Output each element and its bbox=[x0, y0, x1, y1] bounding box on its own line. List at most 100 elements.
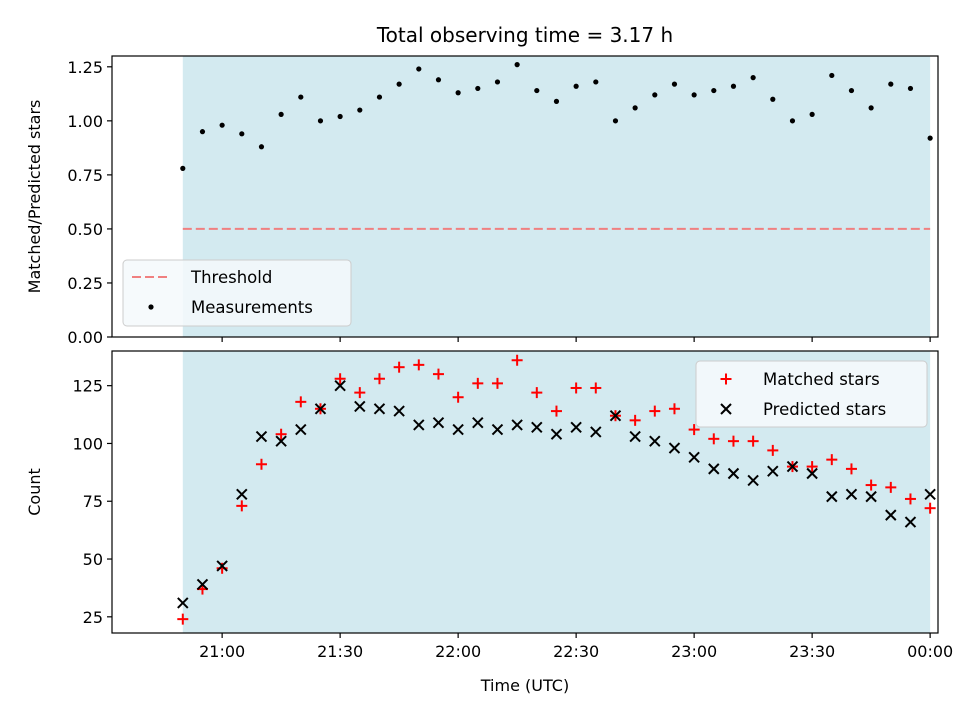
data-point bbox=[180, 165, 186, 171]
x-b bbox=[354, 400, 366, 413]
data-point bbox=[491, 423, 504, 436]
data-point bbox=[472, 416, 484, 429]
data-point bbox=[612, 118, 619, 124]
data-point bbox=[809, 111, 815, 117]
data-point bbox=[236, 500, 248, 512]
data-point bbox=[652, 92, 658, 98]
data-point bbox=[199, 129, 206, 135]
series-predicted-stars bbox=[177, 379, 936, 609]
data-point bbox=[668, 442, 681, 454]
x-b bbox=[393, 405, 405, 417]
data-point bbox=[357, 107, 363, 113]
data-point bbox=[216, 560, 228, 572]
data-point bbox=[927, 135, 933, 141]
x-b bbox=[629, 430, 641, 443]
axes-frame bbox=[111, 350, 939, 634]
data-point bbox=[609, 410, 622, 422]
data-point bbox=[177, 597, 189, 609]
x-b bbox=[334, 379, 346, 392]
x-b bbox=[295, 423, 307, 436]
y-tick-label: 0.75 bbox=[67, 166, 103, 185]
data-point bbox=[668, 403, 680, 415]
data-point bbox=[885, 509, 897, 521]
data-point bbox=[258, 144, 265, 150]
x-axis-label: Time (UTC) bbox=[480, 676, 569, 695]
x-b bbox=[452, 423, 464, 436]
data-point bbox=[806, 461, 818, 473]
legend: Matched stars Predicted stars bbox=[695, 360, 928, 428]
data-point bbox=[511, 354, 523, 366]
data-point bbox=[767, 465, 779, 477]
data-point bbox=[649, 435, 661, 447]
data-point bbox=[396, 81, 402, 87]
data-point bbox=[747, 435, 759, 447]
x-b bbox=[491, 423, 504, 436]
x-b bbox=[432, 416, 445, 429]
x-b bbox=[511, 419, 523, 431]
x-tick-label: 23:00 bbox=[671, 642, 717, 661]
data-point bbox=[632, 105, 638, 111]
data-point bbox=[727, 467, 740, 480]
data-point bbox=[888, 81, 894, 87]
star-count-panel: 25 50 75 100 125 21:00 21:30 22:00 22:30 23:00 23:… bbox=[25, 350, 953, 695]
data-point bbox=[924, 502, 936, 514]
data-point bbox=[177, 613, 189, 625]
data-point bbox=[373, 373, 385, 385]
data-point bbox=[317, 118, 324, 124]
data-point bbox=[432, 368, 444, 380]
x-b bbox=[845, 488, 858, 501]
data-point bbox=[354, 387, 366, 399]
y-tick-label: 75 bbox=[83, 492, 103, 511]
legend-box bbox=[122, 259, 352, 327]
x-b bbox=[727, 467, 740, 480]
data-point bbox=[334, 379, 346, 392]
data-point bbox=[413, 359, 425, 371]
data-point bbox=[727, 435, 739, 447]
data-point bbox=[688, 424, 700, 436]
x-b bbox=[177, 597, 189, 609]
data-point bbox=[904, 493, 916, 505]
x-b bbox=[708, 463, 720, 475]
data-point bbox=[649, 405, 661, 417]
data-point bbox=[295, 396, 307, 408]
data-point bbox=[629, 414, 641, 426]
data-point bbox=[219, 122, 225, 128]
legend-measurements-label: Measurements bbox=[191, 298, 313, 317]
data-point bbox=[590, 382, 602, 394]
data-point bbox=[275, 428, 287, 440]
legend-measurements-swatch bbox=[148, 304, 154, 310]
data-point bbox=[376, 94, 383, 100]
data-point bbox=[236, 488, 248, 501]
y-axis-label: Matched/Predicted stars bbox=[25, 100, 44, 294]
data-point bbox=[393, 405, 405, 417]
series-matched-stars bbox=[177, 354, 936, 625]
data-point bbox=[865, 479, 877, 491]
y-tick-label: 0.25 bbox=[67, 274, 103, 293]
legend-matched-label: Matched stars bbox=[763, 370, 880, 389]
x-b bbox=[904, 516, 917, 528]
data-point bbox=[416, 66, 422, 72]
data-point bbox=[511, 419, 523, 431]
data-point bbox=[671, 81, 678, 87]
x-b bbox=[373, 403, 386, 415]
legend: Threshold Measurements bbox=[122, 259, 352, 327]
data-point bbox=[750, 75, 756, 81]
data-point bbox=[767, 444, 779, 456]
data-point bbox=[373, 403, 386, 415]
x-b bbox=[472, 416, 484, 429]
legend-predicted-label: Predicted stars bbox=[763, 400, 886, 419]
data-point bbox=[314, 403, 327, 415]
x-b bbox=[609, 410, 622, 422]
data-point bbox=[514, 62, 520, 68]
axes-frame bbox=[111, 55, 939, 338]
data-point bbox=[570, 421, 582, 433]
data-point bbox=[593, 79, 599, 85]
data-point bbox=[298, 94, 304, 100]
data-point bbox=[494, 79, 501, 85]
x-b bbox=[255, 430, 268, 443]
x-b bbox=[216, 560, 228, 572]
chart-title: Total observing time = 3.17 h bbox=[376, 23, 673, 47]
y-tick-label: 0.50 bbox=[67, 220, 103, 239]
data-point bbox=[534, 87, 540, 94]
